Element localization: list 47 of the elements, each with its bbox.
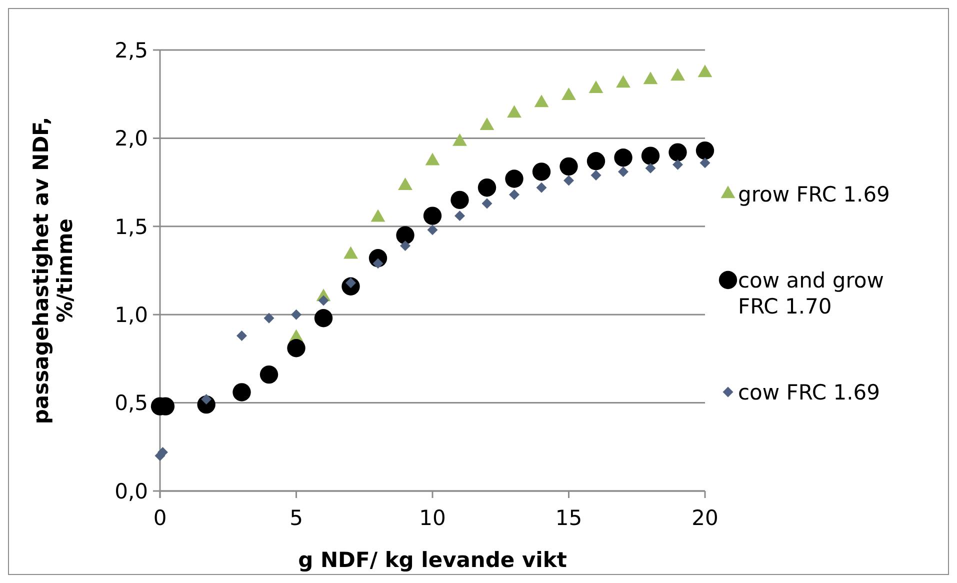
point xyxy=(641,146,660,165)
point xyxy=(291,309,302,320)
y-tick-label: 2,0 xyxy=(114,126,148,151)
point xyxy=(564,175,574,186)
point xyxy=(645,162,656,174)
x-tick-label: 5 xyxy=(290,506,303,530)
point xyxy=(260,365,278,384)
x-tick-label: 10 xyxy=(419,506,446,530)
point xyxy=(532,162,551,181)
point xyxy=(454,210,465,222)
legend-label: grow FRC 1.69 xyxy=(738,182,890,206)
point xyxy=(478,178,496,197)
point xyxy=(236,330,247,342)
point xyxy=(427,224,438,236)
y-tick-label: 2,5 xyxy=(114,38,148,62)
point xyxy=(400,240,410,252)
point xyxy=(482,198,492,209)
point xyxy=(509,189,520,200)
point xyxy=(505,170,524,188)
point xyxy=(696,141,714,160)
x-tick-label: 15 xyxy=(555,506,582,530)
point xyxy=(264,312,274,324)
point xyxy=(314,309,333,328)
point xyxy=(614,148,632,167)
legend-label: cow and grow FRC 1.70 xyxy=(738,268,884,318)
point xyxy=(618,166,628,177)
y-tick-label: 0,0 xyxy=(114,479,148,504)
point xyxy=(423,206,442,225)
point xyxy=(232,383,251,402)
y-tick-label: 0,5 xyxy=(114,391,148,416)
x-tick-label: 0 xyxy=(153,506,167,530)
point xyxy=(396,226,414,244)
y-axis-title: passagehastighet av NDF, %/timme xyxy=(29,116,77,424)
point xyxy=(672,159,683,170)
point xyxy=(287,339,306,358)
point xyxy=(590,170,602,180)
point xyxy=(450,190,469,210)
point xyxy=(586,152,606,170)
point xyxy=(668,143,687,162)
x-axis-title: g NDF/ kg levande vikt xyxy=(298,548,567,572)
y-tick-label: 1,0 xyxy=(114,302,148,327)
point xyxy=(536,182,547,193)
legend-label: cow FRC 1.69 xyxy=(738,380,880,404)
y-tick-label: 1,5 xyxy=(114,214,148,239)
point xyxy=(700,158,710,168)
x-tick-label: 20 xyxy=(692,506,718,530)
point xyxy=(560,157,578,176)
